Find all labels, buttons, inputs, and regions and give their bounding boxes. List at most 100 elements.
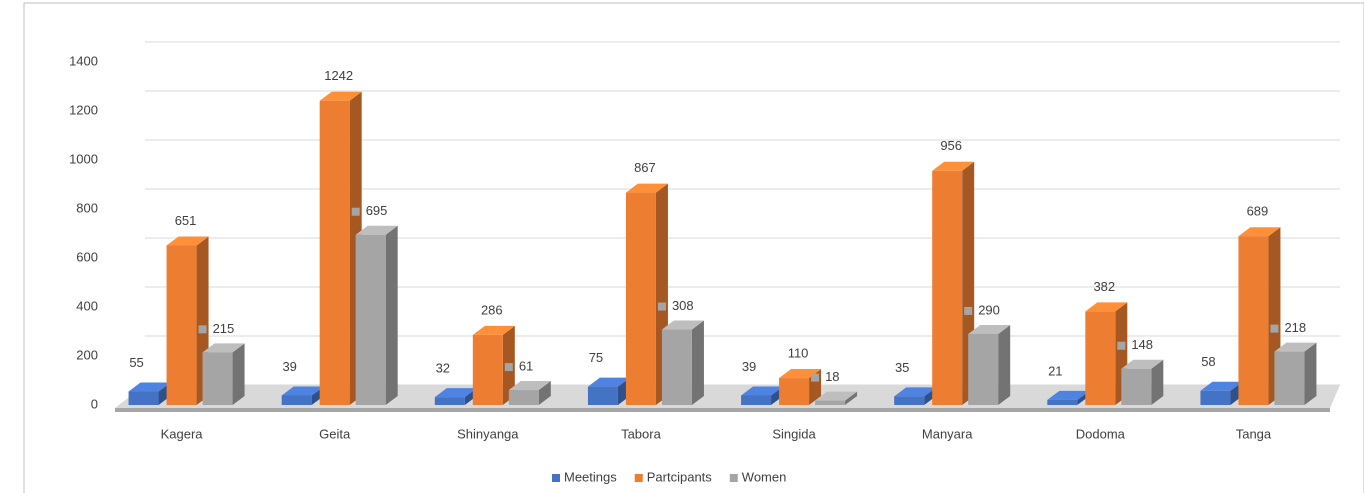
x-tick-label: Shinyanga	[457, 426, 519, 441]
data-label: 61	[519, 358, 533, 373]
bar	[932, 170, 963, 405]
x-tick-label: Tanga	[1236, 426, 1272, 441]
bar	[779, 378, 810, 405]
bar-side	[385, 225, 398, 405]
bar	[472, 334, 503, 405]
chart-border	[23, 2, 1364, 493]
bar	[434, 397, 465, 405]
y-tick-label: 600	[76, 249, 98, 264]
bar-top	[1047, 390, 1090, 400]
bar-top	[1121, 359, 1164, 369]
data-label: 382	[1093, 279, 1115, 294]
bar	[587, 386, 618, 405]
data-label: 58	[1201, 354, 1215, 369]
bar	[1047, 399, 1078, 405]
bar	[741, 395, 772, 405]
bar	[968, 333, 999, 405]
label-marker	[964, 306, 973, 315]
bar-top	[434, 388, 477, 398]
bar	[202, 352, 233, 405]
bar-side	[1304, 342, 1317, 405]
data-label: 148	[1131, 337, 1153, 352]
y-tick-label: 0	[91, 396, 98, 411]
data-label: 55	[129, 355, 143, 370]
y-tick-label: 200	[76, 347, 98, 362]
bar	[894, 396, 925, 405]
bar-top	[202, 343, 245, 353]
bar-top	[1200, 381, 1243, 391]
bar-top	[815, 391, 858, 401]
bar-top	[1238, 227, 1281, 237]
label-marker	[504, 363, 513, 372]
bar-side	[998, 324, 1011, 405]
y-tick-label: 1400	[69, 53, 98, 68]
bar-top	[932, 161, 975, 171]
bar-top	[128, 382, 171, 392]
bar-side	[1151, 359, 1164, 405]
data-label: 218	[1284, 320, 1306, 335]
bar	[1200, 390, 1231, 405]
floor	[115, 385, 1340, 408]
bar-top	[166, 236, 209, 246]
label-marker	[811, 373, 820, 382]
legend-label: Meetings	[564, 469, 617, 484]
label-marker	[198, 325, 207, 334]
bar-side	[691, 320, 704, 405]
data-label: 956	[940, 138, 962, 153]
bar	[508, 390, 539, 405]
legend-swatch	[634, 474, 643, 482]
bar	[319, 100, 350, 406]
bar	[281, 395, 312, 405]
x-tick-label: Kagera	[161, 426, 204, 441]
x-tick-label: Geita	[319, 426, 351, 441]
data-label: 1242	[324, 68, 353, 83]
data-label: 39	[282, 359, 296, 374]
label-marker	[1117, 341, 1126, 350]
bar	[355, 234, 386, 405]
bar-top	[625, 183, 668, 193]
data-label: 290	[978, 302, 1000, 317]
data-label: 75	[589, 350, 603, 365]
data-label: 21	[1048, 363, 1062, 378]
data-label: 695	[366, 203, 388, 218]
bar-top	[779, 369, 822, 379]
data-label: 651	[175, 213, 197, 228]
bar	[815, 400, 846, 405]
bar-top	[472, 325, 515, 335]
bar-top	[508, 381, 551, 391]
legend-swatch	[552, 474, 560, 482]
bar-top	[1274, 342, 1317, 352]
x-tick-label: Tabora	[621, 426, 662, 441]
bar	[128, 391, 159, 405]
bar-top	[1085, 302, 1128, 312]
data-label: 215	[213, 321, 235, 336]
y-tick-label: 1000	[69, 151, 98, 166]
data-label: 308	[672, 298, 694, 313]
bar-top	[894, 387, 937, 397]
legend-label: Women	[742, 469, 787, 484]
bar	[1238, 236, 1269, 405]
x-tick-label: Manyara	[922, 426, 973, 441]
bar-side	[232, 343, 245, 405]
bar-top	[355, 225, 398, 235]
data-label: 35	[895, 360, 909, 375]
data-label: 32	[436, 361, 450, 376]
data-label: 39	[742, 359, 756, 374]
bar-top	[587, 377, 630, 387]
y-tick-label: 400	[76, 298, 98, 313]
data-label: 867	[634, 160, 656, 175]
bar-top	[661, 320, 704, 330]
data-label: 110	[788, 345, 809, 360]
bar-top	[741, 386, 784, 396]
bar-top	[319, 91, 362, 101]
legend-swatch	[729, 474, 738, 482]
bar-top	[968, 324, 1011, 334]
y-tick-label: 800	[76, 200, 98, 215]
floor-edge	[115, 408, 1330, 412]
bar-side	[538, 381, 551, 405]
bar	[625, 192, 656, 405]
bar-top	[281, 386, 324, 396]
bar	[166, 245, 197, 405]
bar	[1274, 351, 1305, 405]
